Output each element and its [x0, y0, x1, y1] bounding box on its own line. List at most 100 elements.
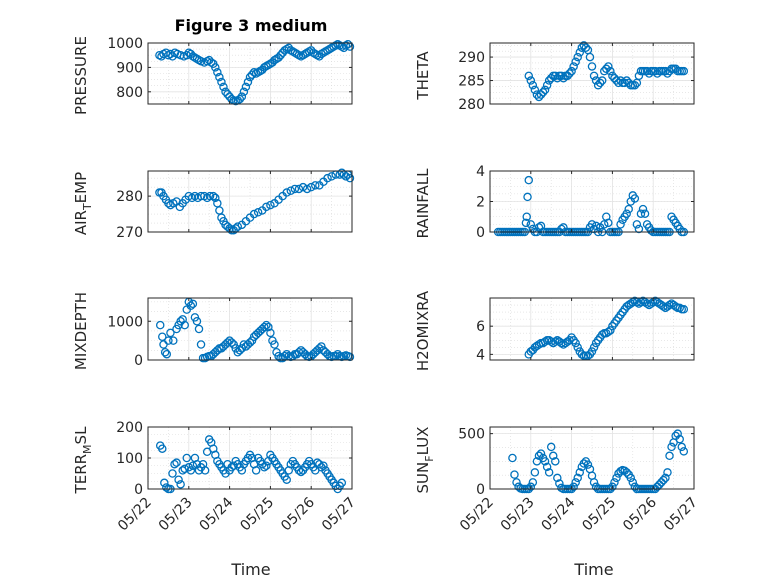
data-point: [546, 442, 556, 452]
y-axis-label: H2OMIXRA: [414, 290, 432, 371]
data-point: [665, 451, 674, 461]
data-point: [616, 220, 625, 229]
y-axis-label: PRESSURE: [72, 36, 90, 115]
data-point: [196, 340, 206, 349]
data-point: [679, 305, 689, 314]
data-point: [628, 297, 638, 307]
data-point: [587, 220, 597, 229]
y-axis-label: RAINFALL: [414, 168, 432, 239]
data-point: [211, 63, 220, 72]
data-point: [266, 328, 275, 338]
data-point: [319, 461, 328, 470]
data-point: [646, 226, 656, 235]
data-point: [589, 343, 599, 352]
data-point: [262, 461, 271, 470]
y-axis-label: THETA: [414, 51, 432, 101]
data-point: [663, 468, 672, 477]
data-point: [526, 76, 536, 85]
x-axis-label-left: Time: [230, 560, 270, 579]
subplot-pressure: 800 900 1000 PRESSURE: [72, 36, 355, 115]
data-point: [530, 85, 540, 95]
data-point: [542, 80, 552, 90]
y-tick-label: 500: [458, 427, 485, 443]
data-point: [548, 451, 558, 461]
data-point: [616, 76, 625, 85]
data-point: [182, 453, 192, 463]
data-point: [276, 50, 285, 60]
subplot-h2omixra: 4 6 H2OMIXRA: [414, 290, 695, 371]
y-tick-label: 2: [476, 195, 485, 211]
y-tick-label: 900: [116, 60, 143, 76]
data-point: [522, 212, 531, 221]
x-tick-label: 05/22: [115, 495, 155, 535]
x-tick-label: 05/24: [539, 494, 579, 534]
data-point: [229, 461, 238, 470]
data-point: [239, 87, 249, 97]
data-point: [235, 346, 245, 355]
data-point: [650, 66, 660, 76]
x-tick-label: 05/25: [579, 495, 619, 535]
y-tick-label: 0: [134, 482, 143, 498]
data-point: [523, 192, 532, 202]
data-point: [579, 459, 589, 468]
data-point: [585, 52, 595, 62]
y-tick-label: 1000: [107, 36, 143, 52]
data-point: [253, 208, 263, 217]
data-point: [188, 299, 198, 309]
data-point: [196, 191, 206, 201]
data-point: [182, 50, 192, 60]
x-tick-label: 05/27: [319, 495, 359, 535]
data-point: [205, 191, 215, 201]
data-point: [557, 338, 566, 348]
data-point: [345, 173, 355, 183]
x-tick-label: 05/25: [237, 495, 277, 535]
data-point: [266, 200, 275, 210]
data-point: [665, 300, 674, 310]
data-point: [192, 316, 202, 326]
data-point: [630, 80, 640, 90]
axes-box: [147, 170, 353, 233]
y-tick-label: 280: [458, 97, 485, 113]
subplot-rainfall: 0 2 4 RAINFALL: [414, 164, 695, 241]
axes-box: [147, 297, 353, 361]
data-point: [162, 483, 171, 492]
subplot-mixdepth: 0 1000 MIXDEPTH: [72, 292, 355, 370]
data-point: [526, 482, 536, 492]
data-point: [241, 82, 251, 92]
data-point: [194, 324, 204, 334]
data-point: [249, 209, 259, 219]
data-point: [604, 327, 613, 337]
data-point: [337, 478, 347, 488]
data-point: [677, 442, 687, 452]
data-point: [636, 297, 646, 307]
data-point: [571, 338, 580, 348]
data-point: [591, 76, 601, 85]
data-point: [667, 442, 676, 452]
x-tick-label: 05/23: [156, 495, 196, 535]
data-point: [569, 62, 578, 71]
data-point: [659, 302, 668, 311]
axes-box: [147, 42, 353, 105]
data-point: [264, 322, 273, 332]
data-point: [553, 473, 562, 483]
data-point: [245, 72, 255, 82]
data-point: [164, 336, 173, 345]
data-point: [298, 182, 308, 192]
y-tick-label: 280: [116, 189, 143, 205]
data-point: [597, 76, 607, 85]
data-point: [180, 464, 189, 474]
data-point: [604, 218, 613, 228]
data-point: [626, 473, 636, 483]
data-point: [636, 209, 646, 218]
data-point: [512, 478, 521, 487]
y-tick-label: 290: [458, 50, 485, 66]
data-point: [679, 66, 689, 76]
data-point: [188, 461, 198, 470]
data-point: [551, 337, 560, 346]
data-point: [632, 220, 642, 229]
data-point: [245, 338, 255, 347]
data-point: [573, 52, 582, 62]
data-point: [661, 473, 670, 483]
data-point: [538, 88, 548, 97]
data-point: [608, 482, 617, 492]
